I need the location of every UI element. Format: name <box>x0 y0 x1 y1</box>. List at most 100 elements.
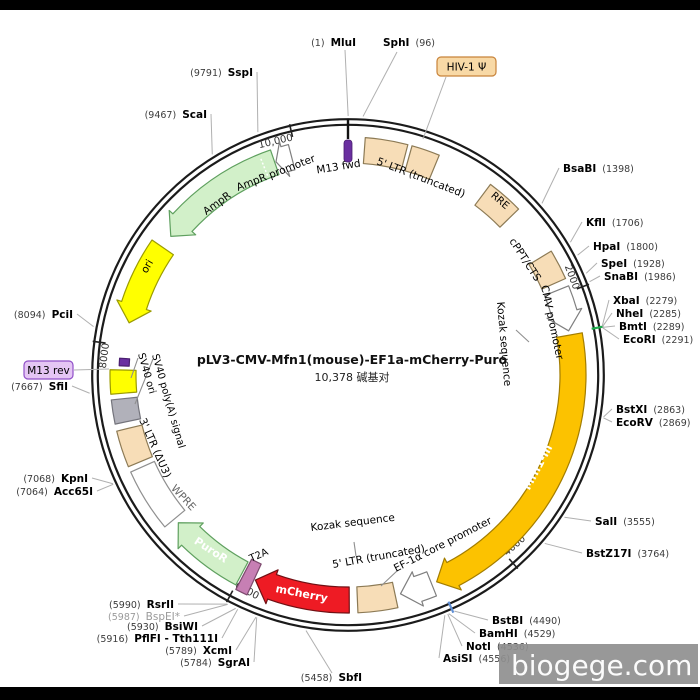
m13-rev-callout-box <box>23 360 74 380</box>
site-leader-AsiSI <box>438 615 446 659</box>
site-leader-ScaI <box>210 113 213 155</box>
feature-label: ori <box>139 258 156 276</box>
plasmid-length-subtitle: 10,378 碱基对 <box>315 370 390 384</box>
feature-ori <box>116 239 175 324</box>
restriction-site-XbaI: XbaI (2279) <box>613 295 677 307</box>
restriction-site-HpaI: HpaI (1800) <box>593 241 658 253</box>
feature-wpre <box>130 460 186 528</box>
restriction-site-BstXI: BstXI (2863) <box>616 404 685 416</box>
restriction-site-KflI: KflI (1706) <box>586 217 643 229</box>
m13-rev-callout-text: M13 rev <box>27 365 70 377</box>
restriction-site-BstZ17I: BstZ17I (3764) <box>586 548 669 560</box>
feature-hiv1-psi <box>404 145 440 180</box>
restriction-site-SspI: (9791) SspI <box>190 67 253 79</box>
top-black-bar <box>0 0 700 10</box>
site-leader-XbaI <box>601 299 610 326</box>
watermark: biogege.com <box>499 644 698 684</box>
restriction-site-PciI: (8094) PciI <box>14 309 73 321</box>
restriction-site-SfiI: (7667) SfiI <box>11 381 68 393</box>
site-leader-EcoRV <box>603 417 613 423</box>
restriction-site-XcmI: (5789) XcmI <box>165 645 232 657</box>
site-leader-PciI <box>76 313 94 327</box>
restriction-site-PflFI - Tth111I: (5916) PflFI - Tth111I <box>97 633 218 645</box>
restriction-site-SalI: SalI (3555) <box>595 516 655 528</box>
site-leader-MluI <box>344 49 349 117</box>
restriction-site-MluI: (1) MluI <box>311 37 356 49</box>
site-leader-BstBI <box>454 610 489 621</box>
restriction-site-BspEI*: (5987) BspEI* <box>108 611 180 623</box>
label-leader <box>515 329 530 343</box>
scale-tick <box>508 558 519 570</box>
site-leader-BspEI* <box>183 603 228 617</box>
feature-cppt-cts <box>528 250 567 290</box>
restriction-site-BsaBI: BsaBI (1398) <box>563 163 634 175</box>
feature-t2a <box>235 558 262 596</box>
label-leader <box>353 541 357 557</box>
restriction-site-SbfI: (5458) SbfI <box>301 672 362 684</box>
site-leader-NotI <box>447 613 463 647</box>
restriction-site-NheI: NheI (2285) <box>616 308 681 320</box>
hiv1-psi-callout-text: HIV-1 Ψ <box>447 61 487 73</box>
label-leader <box>380 569 399 587</box>
restriction-site-SnaBI: SnaBI (1986) <box>604 271 676 283</box>
feature-five-ltr-truncated-top <box>362 137 409 171</box>
bottom-black-bar <box>0 687 700 700</box>
feature-sv40-ori <box>109 369 138 395</box>
site-leader-BmtI <box>602 325 616 328</box>
ampr-signal-divider <box>259 156 269 176</box>
site-leader-KpnI <box>91 477 114 485</box>
scale-tick <box>92 340 106 344</box>
hiv1-psi-callout-leader <box>422 76 447 140</box>
restriction-site-RsrII: (5990) RsrII <box>109 599 174 611</box>
site-leader-SfiI <box>71 385 90 394</box>
feature-ef1a-core-promoter <box>399 571 438 607</box>
feature-rre <box>474 183 520 228</box>
site-leader-BamHI <box>448 613 476 634</box>
restriction-site-EcoRI: EcoRI (2291) <box>623 334 693 346</box>
feature-m13-fwd-primer <box>343 139 353 163</box>
hiv1-psi-callout-box <box>436 56 497 77</box>
colored-site-tick <box>447 601 455 614</box>
site-leader-HpaI <box>577 245 590 256</box>
restriction-site-AsiSI: AsiSI (4556) <box>443 653 510 665</box>
restriction-site-KpnI: (7068) KpnI <box>23 473 88 485</box>
site-leader-Acc65I <box>96 483 114 492</box>
watermark-text: biogege.com <box>511 649 692 682</box>
restriction-site-SpeI: SpeI (1928) <box>601 258 665 270</box>
colored-site-tick <box>591 325 604 330</box>
site-leader-SspI <box>256 71 259 133</box>
site-leader-EcoRI <box>602 327 620 340</box>
restriction-site-EcoRV: EcoRV (2869) <box>616 417 690 429</box>
restriction-site-ScaI: (9467) ScaI <box>145 109 207 121</box>
restriction-site-SgrAI: (5784) SgrAI <box>180 657 250 669</box>
watermark-box <box>499 644 698 684</box>
restriction-site-BsiWI: (5930) BsiWI <box>127 621 198 633</box>
site-leader-KflI <box>569 221 583 243</box>
site-leader-BstZ17I <box>544 542 583 554</box>
feature-m13-rev-primer <box>118 357 131 367</box>
label-leader <box>130 357 139 379</box>
scale-tick <box>225 590 234 603</box>
label-leader <box>134 358 154 405</box>
feature-five-ltr-truncated-bottom <box>356 581 399 614</box>
scale-tick <box>288 124 294 138</box>
restriction-site-Acc65I: (7064) Acc65I <box>16 486 93 498</box>
site-leader-BsaBI <box>541 167 560 204</box>
site-leader-SphI <box>362 51 398 117</box>
feature-mfn1-m <box>436 332 587 591</box>
site-leader-SbfI <box>305 630 333 674</box>
site-leader-NheI <box>602 312 613 328</box>
plasmid-title: pLV3-CMV-Mfn1(mouse)-EF1a-mCherry-Puro <box>197 352 508 367</box>
site-leader-BsiWI <box>201 607 236 627</box>
restriction-site-BamHI: BamHI (4529) <box>479 628 555 640</box>
restriction-site-BstBI: BstBI (4490) <box>492 615 561 627</box>
site-leader-SnaBI <box>589 275 601 283</box>
scale-tick <box>576 283 590 290</box>
feature-three-ltr-du3 <box>116 424 153 468</box>
scale-tick-label: 8000 <box>98 342 112 369</box>
feature-ampr <box>168 149 280 237</box>
feature-cmv-promoter <box>543 285 583 332</box>
m13-rev-callout-leader <box>73 368 110 371</box>
